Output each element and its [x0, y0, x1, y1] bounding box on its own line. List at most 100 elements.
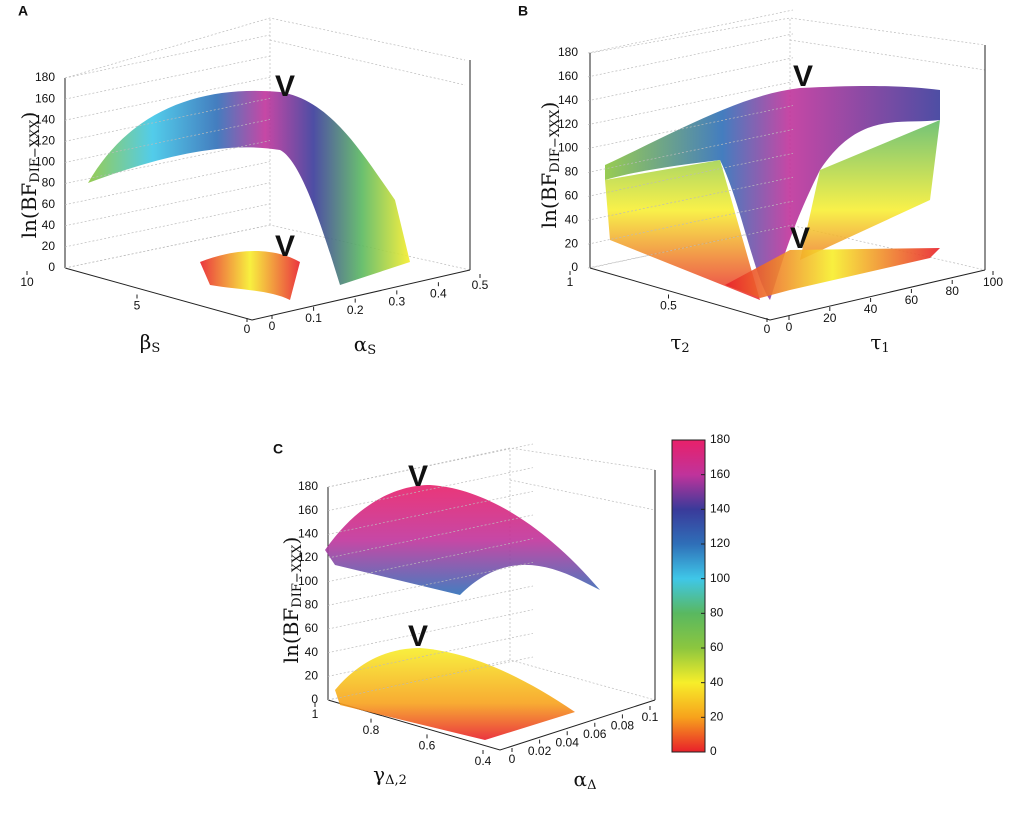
- x-tick-label: 0: [244, 322, 251, 336]
- grid-line: [327, 609, 534, 654]
- grid-line: [587, 200, 794, 245]
- surface: [335, 648, 575, 740]
- label-close: ): [17, 112, 41, 120]
- grid-line: [327, 443, 534, 488]
- colorbar-tick-label: 120: [710, 536, 730, 550]
- axis-label: ln(BFDIF−XXX): [537, 102, 563, 229]
- y-tick-label: 0: [269, 319, 276, 333]
- grid-line: [64, 97, 271, 142]
- z-tick-label: 140: [558, 93, 578, 107]
- grid-line: [587, 33, 794, 78]
- label-sub: S: [367, 343, 376, 358]
- z-tick-label: 20: [565, 236, 579, 250]
- axis-label: αΔ: [574, 767, 597, 793]
- marker: V: [275, 70, 295, 103]
- panel-label: B: [518, 3, 528, 19]
- grid-line: [327, 467, 534, 512]
- z-tick-label: 120: [558, 117, 578, 131]
- axis-label: αS: [354, 332, 376, 358]
- y-tick-label: 0: [786, 320, 793, 334]
- y-tick-label: 0.1: [642, 710, 659, 724]
- marker: V: [408, 620, 428, 653]
- grid-line: [327, 514, 534, 559]
- z-tick-label: 180: [35, 70, 55, 84]
- z-tick-label: 100: [298, 574, 318, 588]
- z-tick-label: 100: [35, 155, 55, 169]
- label-main: α: [354, 332, 368, 356]
- z-tick-label: 20: [42, 239, 56, 253]
- grid-line: [327, 585, 534, 630]
- grid-line: [64, 140, 271, 184]
- axis-label: ln(BFDIF−XXX): [17, 112, 43, 239]
- axis-label: γΔ,2: [373, 762, 407, 788]
- grid-line: [327, 656, 534, 701]
- colorbar-tick-label: 180: [710, 432, 730, 446]
- label-sub: S: [151, 341, 160, 356]
- z-tick-label: 140: [35, 112, 55, 126]
- grid-line: [587, 9, 794, 54]
- label-sub: 1: [881, 341, 889, 356]
- label-sub: Δ: [587, 778, 596, 793]
- colorbar-tick-label: 40: [710, 675, 724, 689]
- grid-line: [327, 538, 534, 583]
- grid-line: [587, 152, 794, 197]
- z-tick-label: 80: [42, 176, 56, 190]
- grid-line: [587, 224, 794, 269]
- x-tick-label: 5: [134, 299, 141, 313]
- surface: [200, 251, 300, 300]
- surface: [605, 120, 940, 300]
- colorbar-tick-label: 60: [710, 640, 724, 654]
- grid-line: [64, 76, 271, 121]
- surface: [88, 90, 410, 285]
- z-tick-label: 160: [558, 69, 578, 83]
- y-tick-label: 0.04: [556, 735, 580, 749]
- z-tick-label: 0: [48, 260, 55, 274]
- grid-line: [327, 561, 534, 606]
- z-tick-label: 180: [298, 479, 318, 493]
- y-tick-label: 20: [823, 311, 837, 325]
- grid-line: [64, 224, 271, 269]
- surface: [605, 85, 940, 300]
- label-sub: Δ,2: [385, 773, 407, 788]
- marker: V: [408, 460, 428, 493]
- axis-label: ln(BFDIF−XXX): [279, 537, 305, 664]
- x-tick-label: 0.6: [419, 739, 436, 753]
- colorbar-tick-label: 20: [710, 710, 724, 724]
- label-main: ln(BF: [537, 173, 561, 229]
- z-tick-label: 80: [565, 165, 579, 179]
- panel-label: C: [273, 441, 283, 457]
- z-tick-label: 60: [305, 621, 319, 635]
- label-main: ln(BF: [279, 608, 303, 664]
- marker: V: [793, 60, 813, 93]
- label-main: β: [140, 330, 152, 354]
- z-tick-label: 160: [35, 91, 55, 105]
- y-tick-label: 0.08: [611, 719, 635, 733]
- grid-line: [64, 55, 271, 100]
- surface: [725, 248, 940, 298]
- x-tick-label: 0.5: [660, 299, 677, 313]
- z-tick-label: 60: [42, 197, 56, 211]
- z-tick-label: 160: [298, 503, 318, 517]
- grid-line: [64, 34, 271, 79]
- y-tick-label: 100: [983, 275, 1003, 289]
- label-main: τ: [670, 330, 681, 354]
- colorbar-tick-label: 0: [710, 744, 717, 758]
- marker: V: [790, 222, 810, 255]
- label-main: ln(BF: [17, 183, 41, 239]
- grid-line: [587, 105, 794, 149]
- y-tick-label: 0.02: [528, 744, 552, 758]
- panel-c-frame: [327, 447, 656, 751]
- x-tick-label: 0: [764, 322, 771, 336]
- axis-label: βS: [140, 330, 160, 356]
- x-tick-label: 1: [567, 275, 574, 289]
- label-close: ): [279, 537, 303, 545]
- grid-line: [587, 176, 794, 221]
- label-main: τ: [870, 330, 881, 354]
- axis-label: τ1: [870, 330, 889, 356]
- x-tick-label: 1: [312, 707, 319, 721]
- y-tick-label: 0.4: [430, 286, 447, 300]
- z-tick-label: 40: [42, 218, 56, 232]
- z-tick-label: 0: [571, 260, 578, 274]
- surface: [325, 485, 600, 595]
